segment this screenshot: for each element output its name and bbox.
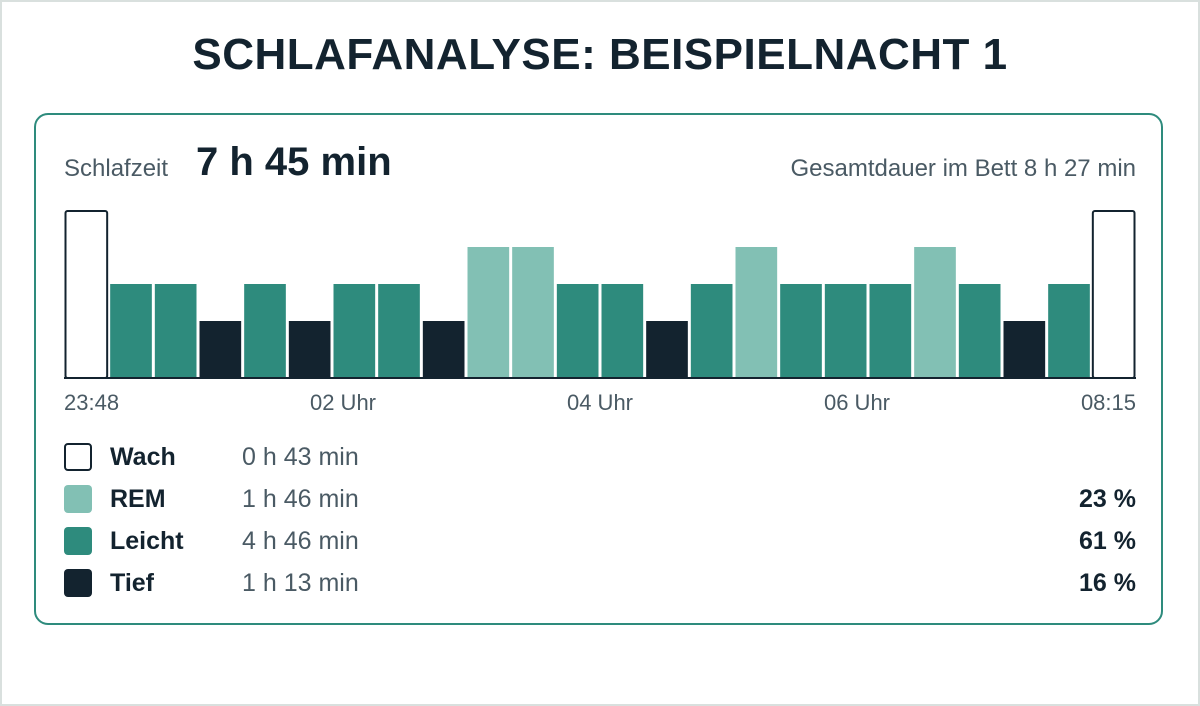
bar-leicht (824, 284, 867, 378)
legend-percent: 61 % (1079, 527, 1136, 555)
bar-leicht (869, 284, 912, 378)
bar-rem (467, 247, 510, 378)
bar-tief (199, 321, 242, 378)
legend-duration: 1 h 46 min (242, 485, 359, 513)
x-axis-ticks: 23:48 02 Uhr 04 Uhr 06 Uhr 08:15 (64, 390, 1136, 415)
bar-rem (735, 247, 778, 378)
bar-leicht (378, 284, 420, 378)
bar-leicht (958, 284, 1001, 378)
page-title: SCHLAFANALYSE: BEISPIELNACHT 1 (192, 30, 1008, 79)
bar-leicht (244, 284, 286, 378)
x-tick-label: 04 Uhr (567, 390, 633, 415)
legend-swatch-tief (64, 569, 92, 597)
legend-percent: 23 % (1079, 485, 1136, 513)
legend-duration: 0 h 43 min (242, 443, 359, 471)
sleep-card (34, 113, 1163, 625)
sleep-time-value: 7 h 45 min (196, 140, 392, 184)
legend-name: Leicht (110, 527, 184, 555)
bar-leicht (690, 284, 733, 378)
bar-leicht (780, 284, 822, 378)
bar-wach (64, 210, 109, 379)
x-tick-label: 02 Uhr (310, 390, 376, 415)
bar-leicht (333, 284, 376, 378)
bed-total-duration: Gesamtdauer im Bett 8 h 27 min (790, 155, 1137, 182)
bar-tief (646, 321, 688, 378)
legend-duration: 4 h 46 min (242, 527, 359, 555)
legend-name: Wach (110, 443, 176, 471)
bar-wach (1091, 210, 1136, 379)
x-tick-label: 06 Uhr (824, 390, 890, 415)
legend-swatch-rem (64, 485, 92, 513)
legend-row-tief: Tief 1 h 13 min 16 % (64, 567, 1136, 601)
bar-leicht (154, 284, 197, 378)
bar-leicht (601, 284, 644, 378)
x-tick-label: 08:15 (1081, 390, 1136, 415)
bar-tief (1003, 321, 1046, 378)
x-tick-label: 23:48 (64, 390, 119, 415)
legend-row-rem: REM 1 h 46 min 23 % (64, 483, 1136, 517)
legend-row-leicht: Leicht 4 h 46 min 61 % (64, 525, 1136, 559)
legend-swatch-wach (64, 443, 92, 471)
legend-percent: 16 % (1079, 569, 1136, 597)
legend-name: Tief (110, 569, 154, 597)
bar-rem (914, 247, 956, 378)
bar-tief (422, 321, 465, 378)
hypnogram-bars (64, 210, 1136, 379)
bar-leicht (556, 284, 599, 378)
sleep-time-label: Schlafzeit (64, 155, 169, 182)
bar-tief (288, 321, 331, 378)
legend-swatch-leicht (64, 527, 92, 555)
bar-rem (512, 247, 554, 378)
legend-row-wach: Wach 0 h 43 min (64, 441, 1136, 475)
legend-duration: 1 h 13 min (242, 569, 359, 597)
bar-leicht (1048, 284, 1090, 378)
bar-leicht (110, 284, 152, 378)
legend-name: REM (110, 485, 166, 513)
